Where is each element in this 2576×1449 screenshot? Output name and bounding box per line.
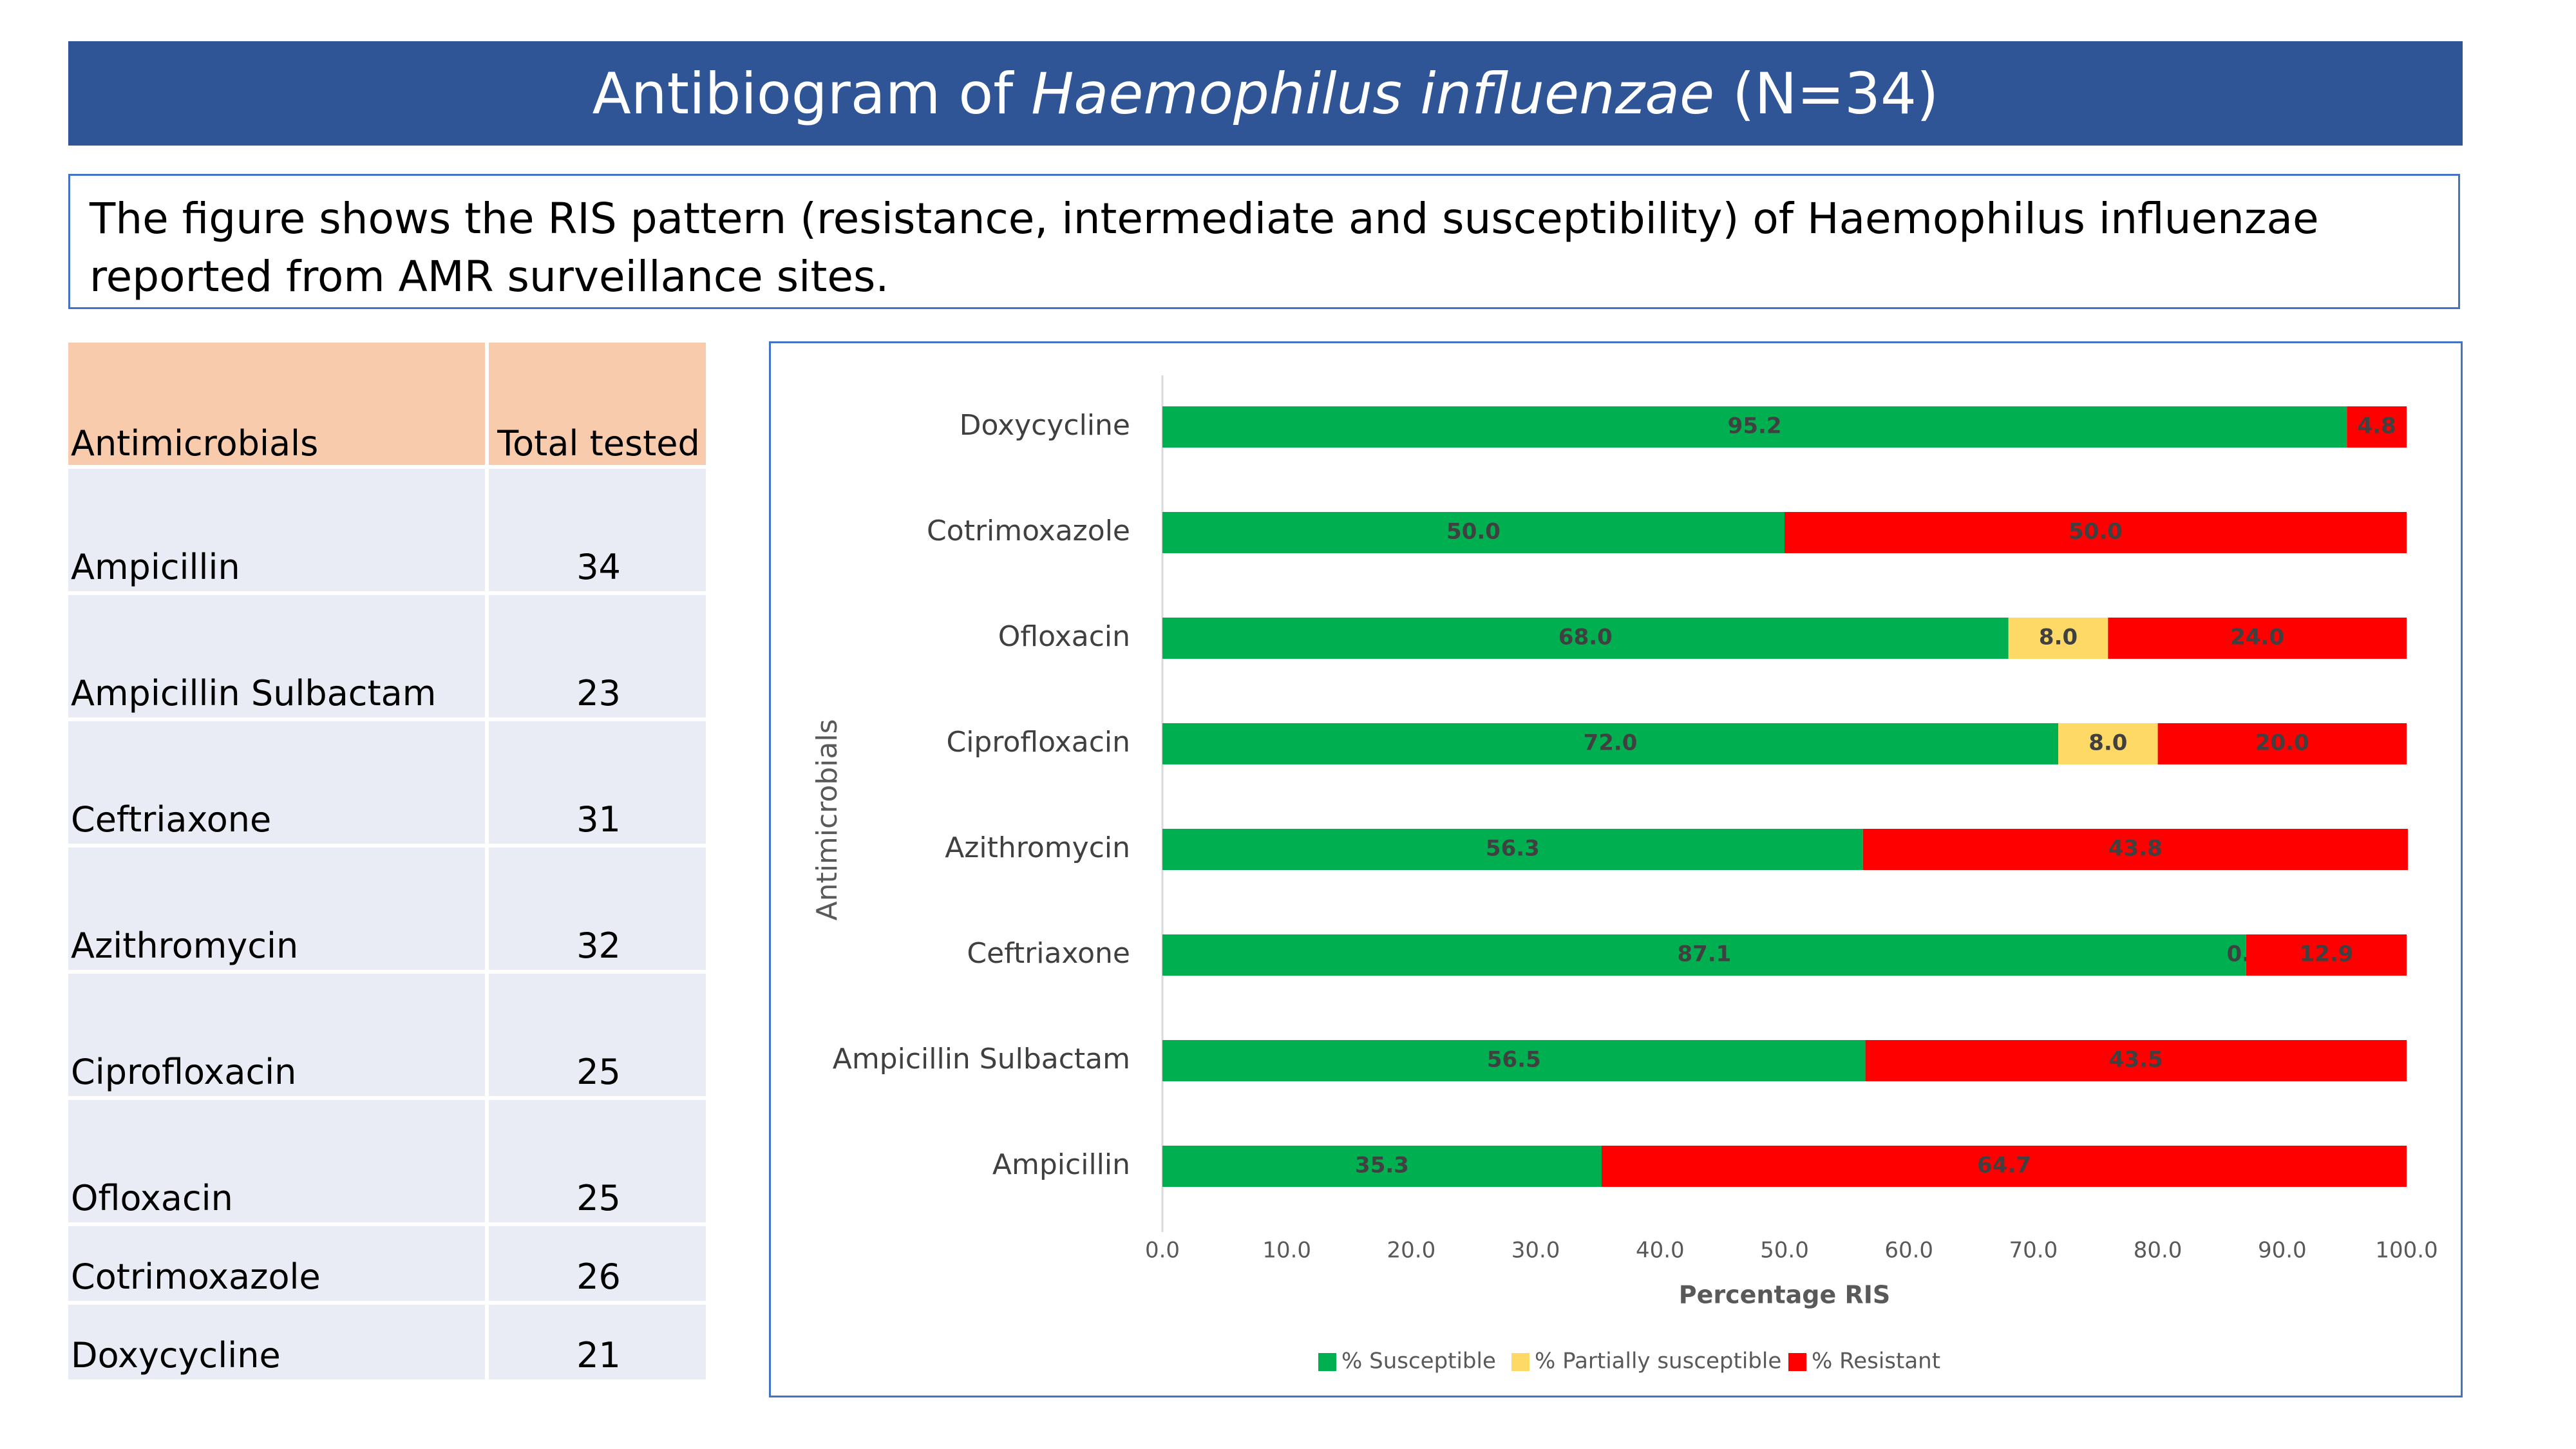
- legend-label: % Partially susceptible: [1535, 1349, 1781, 1374]
- bar-segment: [1162, 934, 2246, 976]
- bar-segment: [1162, 406, 2347, 448]
- legend-swatch: [1318, 1353, 1336, 1371]
- table-cell-total: 32: [489, 844, 706, 970]
- x-tick-label: 60.0: [1884, 1238, 1933, 1264]
- bar-segment: [2347, 406, 2407, 448]
- table-cell-total: 25: [489, 1096, 706, 1222]
- page-title: Antibiogram of Haemophilus influenzae (N…: [68, 41, 2463, 146]
- table-row: Ceftriaxone 31: [68, 717, 706, 844]
- x-tick-label: 20.0: [1387, 1238, 1436, 1264]
- category-label: Azithromycin: [945, 831, 1130, 864]
- data-label: 87.1: [1677, 942, 1731, 967]
- table-row: Ofloxacin 25: [68, 1096, 706, 1222]
- title-prefix: Antibiogram of: [592, 60, 1032, 127]
- bar-segment: [1162, 618, 2009, 659]
- bar-segment: [1862, 829, 2408, 870]
- table-cell-name: Ofloxacin: [68, 1096, 489, 1222]
- table-cell-name: Cotrimoxazole: [68, 1222, 489, 1301]
- x-tick-label: 70.0: [2009, 1238, 2058, 1264]
- bar-segment: [1162, 829, 1863, 870]
- data-label: 8.0: [2039, 625, 2078, 650]
- bar-segment: [2058, 723, 2158, 764]
- table-row: Ampicillin 34: [68, 465, 706, 591]
- x-tick-label: 10.0: [1262, 1238, 1311, 1264]
- table-row: Ciprofloxacin 25: [68, 970, 706, 1096]
- data-label: 50.0: [1446, 519, 1501, 545]
- table-cell-total: 25: [489, 970, 706, 1096]
- category-label: Ceftriaxone: [967, 937, 1130, 970]
- data-label: 24.0: [2230, 625, 2284, 650]
- data-label: 56.3: [1486, 836, 1540, 862]
- data-label: 43.8: [2108, 836, 2163, 862]
- data-label: 72.0: [1584, 730, 1638, 756]
- x-tick-label: 100.0: [2375, 1238, 2438, 1264]
- category-label: Doxycycline: [960, 409, 1130, 442]
- table-header-total-tested: Total tested: [489, 343, 706, 465]
- category-label: Ciprofloxacin: [946, 726, 1130, 759]
- x-tick-label: 90.0: [2258, 1238, 2307, 1264]
- x-tick-label: 80.0: [2134, 1238, 2183, 1264]
- table-cell-total: 23: [489, 591, 706, 717]
- category-label: Cotrimoxazole: [927, 515, 1130, 547]
- data-label: 50.0: [2069, 519, 2123, 545]
- table-cell-name: Azithromycin: [68, 844, 489, 970]
- data-label: 12.9: [2299, 942, 2353, 967]
- description-text: The figure shows the RIS pattern (resist…: [90, 194, 2319, 301]
- legend-label: % Susceptible: [1341, 1349, 1496, 1374]
- data-label: 4.8: [2358, 413, 2396, 439]
- table-cell-name: Doxycycline: [68, 1301, 489, 1379]
- legend-label: % Resistant: [1812, 1349, 1940, 1374]
- bar-segment: [1601, 1146, 2407, 1187]
- data-label: 35.3: [1355, 1153, 1409, 1179]
- bar-segment: [1785, 512, 2407, 553]
- table-cell-total: 31: [489, 717, 706, 844]
- table-cell-total: 26: [489, 1222, 706, 1301]
- table-row: Doxycycline 21: [68, 1301, 706, 1379]
- table-cell-total: 21: [489, 1301, 706, 1379]
- x-axis-title: Percentage RIS: [1679, 1281, 1891, 1309]
- category-label: Ampicillin Sulbactam: [833, 1043, 1130, 1075]
- title-suffix: (N=34): [1714, 60, 1939, 127]
- antimicrobials-table: Antimicrobials Total tested Ampicillin 3…: [68, 343, 706, 1379]
- table-row: Cotrimoxazole 26: [68, 1222, 706, 1301]
- bar-segment: [2157, 723, 2407, 764]
- table-cell-name: Ampicillin Sulbactam: [68, 591, 489, 717]
- bar-segment: [2008, 618, 2108, 659]
- bar-segment: [1162, 723, 2059, 764]
- bar-segment: [2246, 934, 2407, 976]
- x-tick-label: 40.0: [1636, 1238, 1685, 1264]
- data-label: 20.0: [2255, 730, 2309, 756]
- data-label: 43.5: [2109, 1047, 2163, 1073]
- data-label: 95.2: [1728, 413, 1782, 439]
- bar-segment: [1162, 1146, 1602, 1187]
- x-tick-label: 30.0: [1511, 1238, 1560, 1264]
- bar-segment: [1162, 1040, 1866, 1081]
- chart-frame: Doxycycline 95.2 4.8 Cotrimoxazole 50.0 50.0 O…: [769, 341, 2463, 1397]
- category-label: Ofloxacin: [998, 620, 1130, 653]
- data-label: 56.5: [1487, 1047, 1541, 1073]
- category-label: Ampicillin: [992, 1148, 1130, 1181]
- y-axis-title: Antimicrobials: [811, 719, 844, 920]
- table-cell-total: 34: [489, 465, 706, 591]
- table-cell-name: Ciprofloxacin: [68, 970, 489, 1096]
- table-row: Azithromycin 32: [68, 844, 706, 970]
- data-label: 68.0: [1558, 625, 1613, 650]
- table-header-row: Antimicrobials Total tested: [68, 343, 706, 465]
- description-box: The figure shows the RIS pattern (resist…: [68, 174, 2460, 309]
- bar-segment: [1865, 1040, 2407, 1081]
- table-header-antimicrobials: Antimicrobials: [68, 343, 489, 465]
- legend-swatch: [1511, 1353, 1530, 1371]
- ris-bar-chart: Doxycycline 95.2 4.8 Cotrimoxazole 50.0 50.0 O…: [811, 375, 2438, 1374]
- table-cell-name: Ceftriaxone: [68, 717, 489, 844]
- title-organism: Haemophilus influenzae: [1031, 60, 1715, 127]
- table-row: Ampicillin Sulbactam 23: [68, 591, 706, 717]
- table-cell-name: Ampicillin: [68, 465, 489, 591]
- x-tick-label: 0.0: [1145, 1238, 1180, 1264]
- legend-swatch: [1788, 1353, 1806, 1371]
- data-label: 8.0: [2088, 730, 2127, 756]
- bar-segment: [2108, 618, 2407, 659]
- bar-segment: [1162, 512, 1785, 553]
- x-tick-label: 50.0: [1760, 1238, 1809, 1264]
- data-label: 64.7: [1977, 1153, 2031, 1179]
